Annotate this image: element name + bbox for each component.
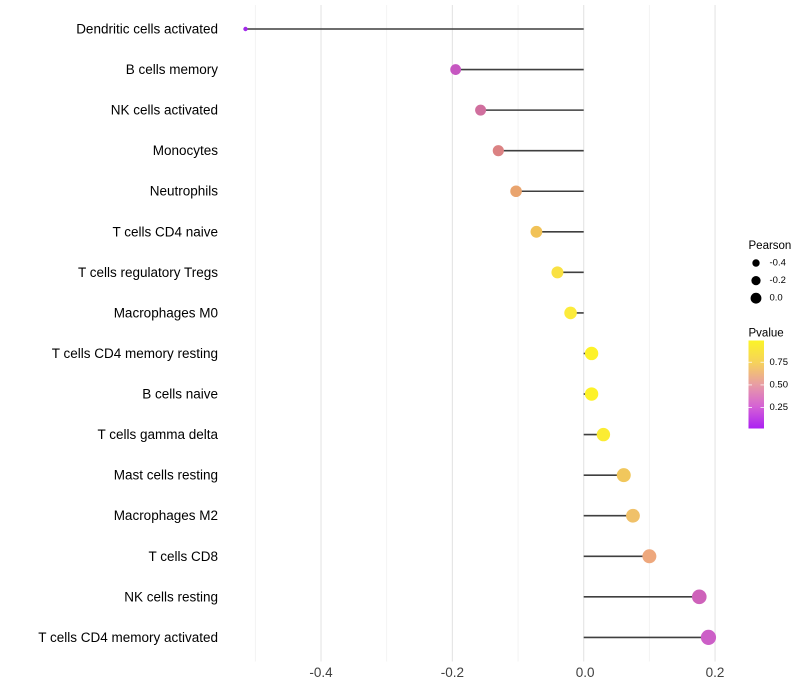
pvalue-colorbar (748, 340, 764, 429)
x-tick-label: -0.4 (309, 665, 333, 680)
lollipop-dots (243, 26, 717, 646)
row-label: Macrophages M0 (114, 305, 218, 320)
legend-pvalue-colorbar: Pvalue 0.75 0.50 0.25 (748, 328, 789, 429)
lollipop-dot (691, 589, 707, 605)
legend-size-label: 0.0 (770, 293, 783, 304)
lollipop-dot (596, 427, 611, 442)
legend-size-dot (752, 259, 760, 267)
x-tick-label: -0.2 (441, 665, 464, 680)
lollipop-dot (450, 64, 462, 75)
lollipop-dot (243, 26, 248, 32)
row-label: T cells CD8 (148, 549, 218, 564)
row-label: B cells memory (126, 62, 219, 77)
row-label: T cells CD4 memory activated (38, 630, 218, 645)
row-label: T cells CD4 memory resting (52, 346, 218, 361)
y-axis-category-labels: Dendritic cells activated B cells memory N… (38, 22, 218, 645)
row-label: T cells regulatory Tregs (78, 265, 218, 280)
lollipop-dot (616, 468, 631, 483)
row-label: Monocytes (153, 143, 219, 158)
lollipop-dot (510, 185, 522, 198)
lollipop-dot (492, 145, 504, 157)
lollipop-dot (700, 629, 717, 646)
legend-size-dot (750, 292, 762, 304)
x-tick-label: 0.2 (706, 665, 725, 680)
x-tick-label: 0.0 (576, 665, 595, 680)
colorbar-tick-label: 0.25 (770, 402, 789, 413)
lollipop-dot (475, 104, 487, 116)
lollipop-dot (530, 225, 543, 238)
row-label: NK cells activated (111, 103, 218, 118)
lollipop-dot (642, 549, 657, 564)
lollipop-dot (564, 306, 577, 320)
legend-size-label: -0.2 (770, 275, 786, 286)
legend-pvalue-title: Pvalue (749, 328, 784, 340)
row-label: Dendritic cells activated (76, 22, 218, 37)
lollipop-dot (584, 387, 599, 401)
gridlines-major (320, 5, 716, 662)
row-label: T cells gamma delta (97, 427, 218, 442)
lollipop-stems (245, 28, 709, 639)
colorbar-tick-label: 0.75 (770, 357, 789, 368)
colorbar-tick-label: 0.50 (770, 379, 789, 390)
lollipop-dot (584, 346, 599, 361)
legend-size-label: -0.4 (770, 258, 786, 269)
x-axis-tick-labels: -0.4 -0.2 0.0 0.2 (309, 665, 724, 680)
row-label: Mast cells resting (114, 468, 218, 483)
row-label: NK cells resting (124, 589, 218, 604)
legend-pearson-size: Pearson -0.4 -0.2 0.0 (749, 240, 792, 304)
lollipop-dot (626, 508, 640, 523)
row-label: B cells naive (142, 387, 218, 402)
legend-pearson-title: Pearson (749, 240, 792, 252)
lollipop-dot (551, 266, 564, 279)
row-label: Neutrophils (150, 184, 219, 199)
legend-size-dot (751, 276, 761, 286)
row-label: T cells CD4 naive (112, 224, 218, 239)
row-label: Macrophages M2 (114, 508, 218, 523)
